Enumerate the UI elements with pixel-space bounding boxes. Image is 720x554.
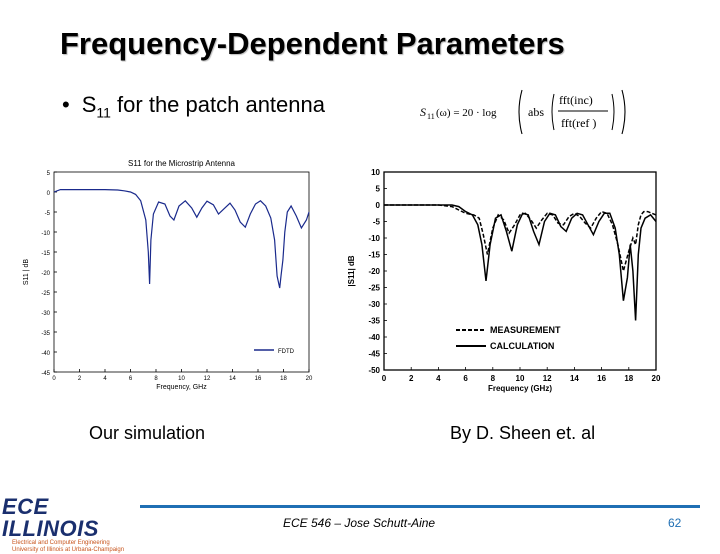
x-tick-label: 6	[463, 374, 468, 383]
x-tick-label: 0	[382, 374, 387, 383]
y-tick-label: -15	[41, 251, 50, 257]
formula-lhs-arg: (ω) = 20 · log	[436, 107, 497, 119]
formula-paren-inner-left	[551, 93, 555, 131]
y-tick-label: -10	[41, 231, 50, 237]
y-tick-label: -45	[368, 350, 380, 359]
x-tick-label: 10	[516, 374, 525, 383]
s11-formula: S 11 (ω) = 20 · log abs fft(inc) fft(ref…	[420, 89, 626, 135]
x-tick-label: 8	[491, 374, 496, 383]
x-tick-label: 2	[78, 376, 82, 382]
x-tick-label: 12	[204, 376, 211, 382]
x-tick-label: 10	[178, 376, 185, 382]
formula-numerator: fft(inc)	[559, 93, 593, 107]
formula-paren-left	[518, 89, 523, 135]
left-caption: Our simulation	[89, 423, 206, 443]
y-axis-label: S11 | dB	[23, 259, 30, 286]
logo-text: ECE ILLINOIS	[2, 494, 99, 541]
right-caption: By D. Sheen et. al	[450, 423, 596, 443]
y-tick-label: 10	[371, 168, 380, 177]
y-tick-label: -25	[368, 284, 380, 293]
formula-paren-right	[621, 89, 626, 135]
simulation-chart: 0 2 4 6 8 10 12 14 16 18 20 5 0 -5 -10 -15 -20 -25 -30 -35 -…	[23, 159, 313, 391]
y-tick-label: -30	[41, 311, 50, 317]
formula-denominator: fft(ref )	[561, 116, 596, 130]
formula-abs: abs	[528, 105, 544, 119]
x-tick-label: 18	[280, 376, 287, 382]
bullet-text: for the patch antenna	[110, 92, 325, 117]
x-tick-label: 4	[436, 374, 441, 383]
y-tick-label: -50	[368, 366, 380, 375]
x-axis-label: Frequency (GHz)	[488, 384, 552, 393]
x-tick-label: 0	[52, 376, 56, 382]
formula-paren-inner-right	[611, 93, 615, 131]
y-tick-label: -35	[368, 317, 380, 326]
footer-course: ECE 546 – Jose Schutt-Aine	[283, 516, 436, 530]
y-tick-label: -40	[41, 351, 50, 357]
x-tick-label: 2	[409, 374, 414, 383]
legend-label-measurement: MEASUREMENT	[490, 325, 561, 335]
x-tick-label: 4	[103, 376, 107, 382]
legend-label-calculation: CALCULATION	[490, 341, 554, 351]
formula-lhs-sub: 11	[427, 112, 435, 121]
y-tick-label: -5	[45, 211, 51, 217]
formula-lhs: S	[420, 105, 426, 119]
x-tick-label: 12	[543, 374, 552, 383]
y-tick-label: -45	[41, 371, 50, 377]
y-tick-label: -30	[368, 300, 380, 309]
bullet-dot: •	[62, 92, 70, 117]
y-tick-label: -15	[368, 251, 380, 260]
y-tick-label: -40	[368, 333, 380, 342]
y-tick-label: -35	[41, 331, 50, 337]
slide-title: Frequency-Dependent Parameters	[60, 26, 565, 61]
y-tick-label: -20	[41, 271, 50, 277]
series-line-calculation	[384, 204, 657, 321]
bullet-prefix: S	[81, 92, 97, 117]
series-line-measurement	[384, 204, 657, 272]
y-tick-label: 5	[376, 185, 381, 194]
x-axis-label: Frequency, GHz	[156, 384, 207, 391]
y-axis-label: |S11| dB	[347, 255, 356, 286]
ece-illinois-logo: ECE ILLINOIS Electrical and Computer Eng…	[2, 494, 134, 554]
logo-subtitle-2: University of Illinois at Urbana-Champai…	[12, 547, 125, 553]
y-tick-label: -10	[368, 234, 380, 243]
legend-label-fdtd: FDTD	[278, 349, 295, 355]
x-tick-label: 8	[154, 376, 158, 382]
x-tick-label: 14	[570, 374, 579, 383]
plot-frame	[53, 171, 310, 373]
x-tick-label: 16	[255, 376, 262, 382]
chart-title: S11 for the Microstrip Antenna	[128, 159, 236, 168]
footer-rule	[140, 505, 700, 508]
y-tick-label: 0	[47, 191, 51, 197]
y-tick-label: -25	[41, 291, 50, 297]
x-tick-label: 16	[597, 374, 606, 383]
series-line-fdtd	[53, 188, 310, 289]
sheen-chart: 0 2 4 6 8 10 12 14 16 18 20 10 5 0 -5 -10 -15 -20 -25 -30 -3…	[347, 168, 661, 393]
bullet-s11: • S11 for the patch antenna	[62, 92, 325, 120]
x-tick-label: 6	[129, 376, 133, 382]
y-tick-label: 0	[376, 201, 381, 210]
page-number: 62	[668, 516, 682, 530]
y-tick-label: -5	[373, 218, 381, 227]
x-tick-label: 20	[652, 374, 661, 383]
x-tick-label: 18	[624, 374, 633, 383]
x-tick-label: 20	[306, 376, 313, 382]
bullet-subscript: 11	[96, 104, 111, 121]
y-tick-label: 5	[47, 171, 51, 177]
x-tick-label: 14	[229, 376, 236, 382]
logo-subtitle-1: Electrical and Computer Engineering	[12, 540, 110, 546]
y-tick-label: -20	[368, 267, 380, 276]
